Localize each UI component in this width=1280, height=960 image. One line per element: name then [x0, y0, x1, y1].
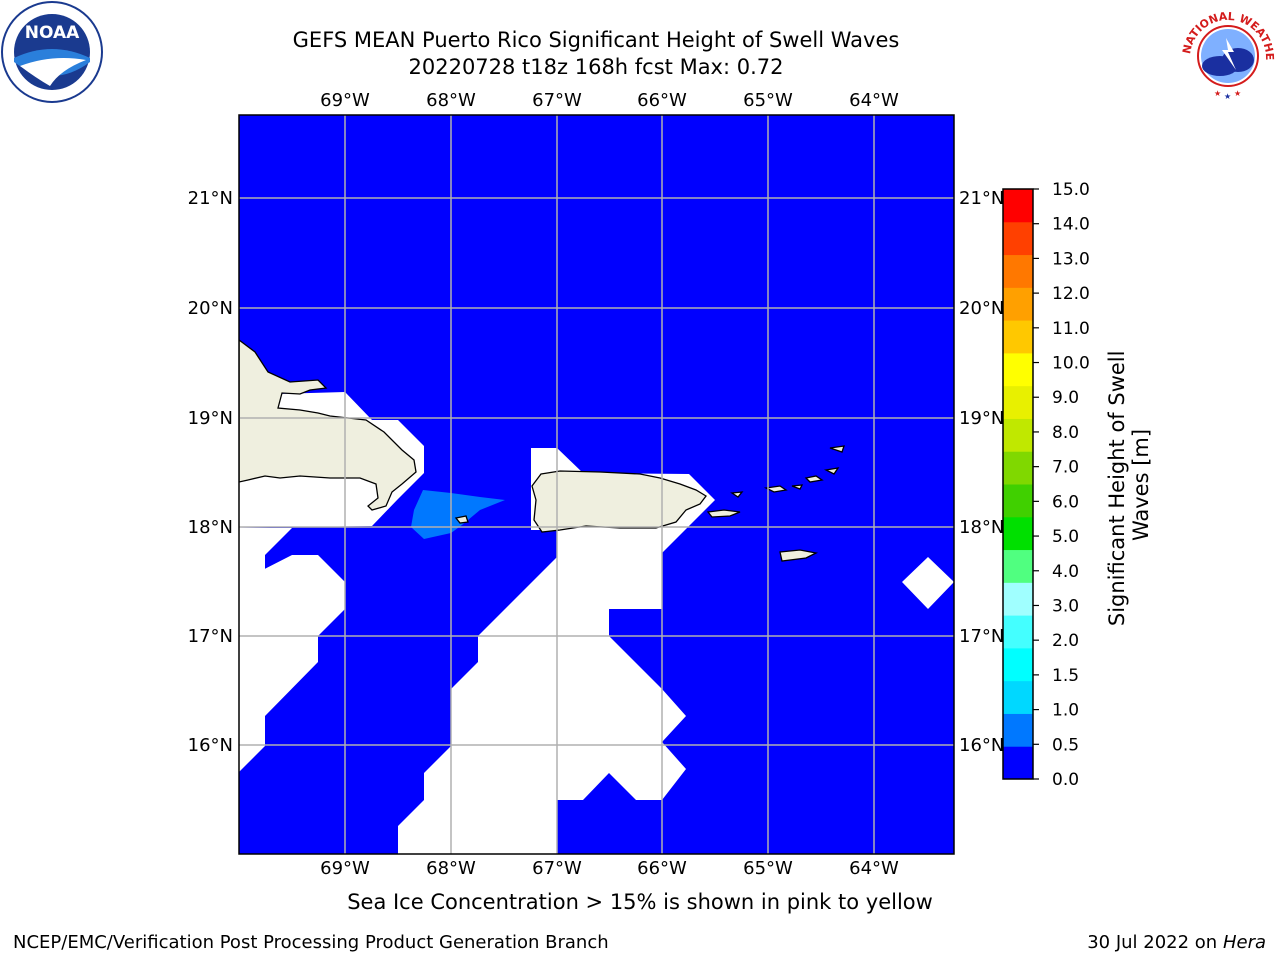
lon-label-top: 66°W: [637, 90, 687, 111]
mona-island: [454, 515, 469, 524]
sw-white-area-a: [239, 528, 292, 582]
colorbar-segment: [1003, 615, 1033, 649]
colorbar-segment: [1003, 647, 1033, 682]
lat-label-left: 21°N: [188, 188, 233, 209]
lat-label-left: 16°N: [188, 735, 233, 756]
axis-labels: 69°W 69°W 68°W 68°W 67°W 67°W 66°W 66°W 65°W 65°W…: [188, 90, 1005, 879]
nws-logo: NATIONAL WEATHER SERVICE ★ ★ ★: [1176, 0, 1276, 101]
colorbar-tick-label: 6.0: [1052, 492, 1079, 512]
colorbar-ticks: 0.0 0.5 1.0 1.5 2.0 3.0 4.0 5.0 6.0 7.0 8.0 9.0 10.0…: [1033, 180, 1090, 790]
colorbar-segment: [1003, 385, 1033, 419]
vieques: [706, 509, 741, 518]
st-croix: [779, 549, 819, 562]
colorbar-segment: [1003, 418, 1033, 452]
colorbar-tick-label: 2.0: [1052, 631, 1079, 651]
lon-label-bottom: 67°W: [532, 858, 582, 879]
lat-label-left: 18°N: [188, 517, 233, 538]
lat-label-right: 21°N: [959, 188, 1004, 209]
anegada: [829, 445, 845, 453]
lat-label-left: 19°N: [188, 408, 233, 429]
colorbar-segment: [1003, 582, 1033, 616]
colorbar-tick-label: 15.0: [1052, 180, 1090, 200]
colorbar-tick-label: 11.0: [1052, 319, 1090, 339]
sea-ice-note: Sea Ice Concentration > 15% is shown in …: [347, 890, 933, 914]
colorbar-segment: [1003, 516, 1033, 551]
st-thomas: [763, 485, 788, 493]
virgin-gorda: [823, 467, 840, 475]
culebra: [730, 491, 744, 498]
colorbar-tick-label: 4.0: [1052, 562, 1079, 582]
lon-label-top: 65°W: [743, 90, 793, 111]
colorbar-tick-label: 0.5: [1052, 735, 1079, 755]
lon-label-bottom: 68°W: [426, 858, 476, 879]
map-gridlines: [239, 115, 954, 854]
noaa-logo: NOAA: [1, 1, 103, 103]
sw-white-area-b: [239, 555, 345, 772]
lon-label-top: 69°W: [320, 90, 370, 111]
lat-label-left: 17°N: [188, 626, 233, 647]
colorbar-segment: [1003, 254, 1033, 288]
colorbar: [1002, 188, 1034, 780]
colorbar-tick-label: 0.0: [1052, 770, 1079, 790]
colorbar-label: Significant Height of Swell Waves [m]: [1105, 344, 1153, 626]
svg-text:★: ★: [1224, 92, 1231, 101]
colorbar-tick-label: 13.0: [1052, 249, 1090, 269]
map-frame: [238, 114, 955, 855]
lat-label-right: 18°N: [959, 517, 1004, 538]
lat-label-right: 17°N: [959, 626, 1004, 647]
colorbar-tick-label: 9.0: [1052, 388, 1079, 408]
colorbar-tick-label: 5.0: [1052, 527, 1079, 547]
colorbar-segment: [1003, 189, 1033, 223]
st-john: [791, 484, 804, 490]
lat-label-right: 16°N: [959, 735, 1004, 756]
chart-title: GEFS MEAN Puerto Rico Significant Height…: [292, 28, 900, 52]
lat-label-right: 20°N: [959, 298, 1004, 319]
colorbar-tick-label: 12.0: [1052, 284, 1090, 304]
colorbar-frame: [1002, 188, 1034, 780]
colorbar-tick-label: 3.0: [1052, 596, 1079, 616]
colorbar-segment: [1003, 221, 1033, 256]
colorbar-segment: [1003, 746, 1033, 780]
svg-text:NOAA: NOAA: [25, 23, 80, 43]
colorbar-tick-label: 7.0: [1052, 458, 1079, 478]
footer-date: 30 Jul 2022 on Hera: [1087, 932, 1266, 953]
lon-label-bottom: 64°W: [849, 858, 899, 879]
colorbar-tick-label: 8.0: [1052, 423, 1079, 443]
east-white-diamond: [902, 557, 954, 609]
svg-text:★: ★: [1214, 89, 1221, 98]
colorbar-segment: [1003, 352, 1033, 387]
tortola: [804, 475, 824, 483]
colorbar-tick-label: 10.0: [1052, 354, 1090, 374]
lat-label-right: 19°N: [959, 408, 1004, 429]
lon-label-top: 67°W: [532, 90, 582, 111]
lon-label-top: 64°W: [849, 90, 899, 111]
footer-branch: NCEP/EMC/Verification Post Processing Pr…: [13, 932, 609, 953]
colorbar-tick-label: 1.0: [1052, 701, 1079, 721]
svg-text:★: ★: [1234, 89, 1241, 98]
colorbar-segment: [1003, 287, 1033, 321]
lon-label-bottom: 65°W: [743, 858, 793, 879]
colorbar-segment: [1003, 320, 1033, 354]
colorbar-tick-label: 14.0: [1052, 215, 1090, 235]
colorbar-segment: [1003, 680, 1033, 714]
colorbar-segment: [1003, 549, 1033, 583]
lon-label-top: 68°W: [426, 90, 476, 111]
colorbar-segment: [1003, 484, 1033, 518]
lat-label-left: 20°N: [188, 298, 233, 319]
hispaniola-land: [239, 339, 417, 511]
colorbar-segment: [1003, 713, 1033, 747]
colorbar-tick-label: 1.5: [1052, 666, 1079, 686]
lon-label-bottom: 66°W: [637, 858, 687, 879]
lon-label-bottom: 69°W: [320, 858, 370, 879]
chart-subtitle: 20220728 t18z 168h fcst Max: 0.72: [408, 55, 784, 79]
colorbar-segment: [1003, 451, 1033, 485]
